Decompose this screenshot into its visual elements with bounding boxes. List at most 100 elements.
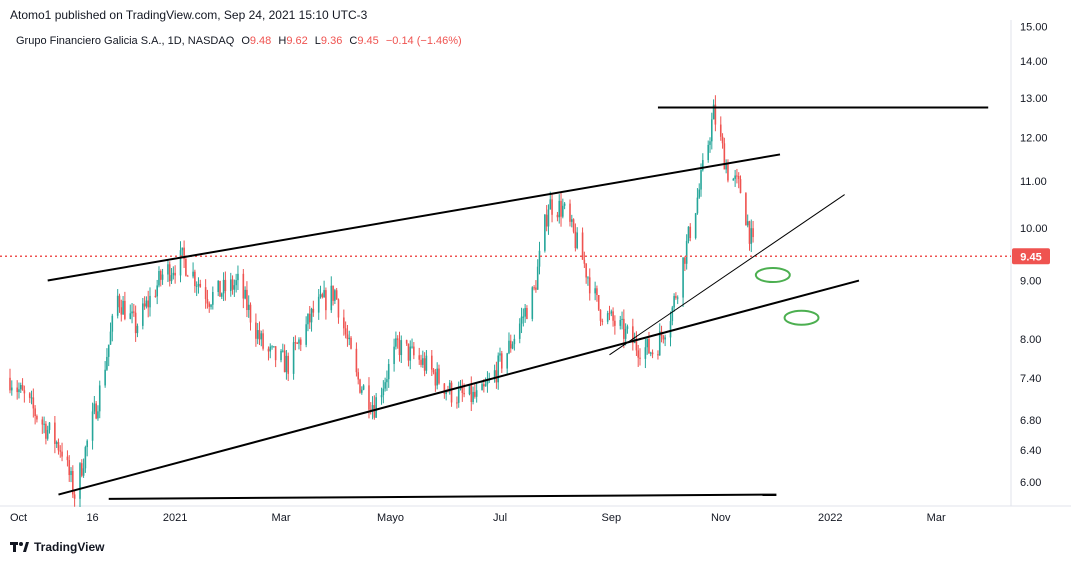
candle-body xyxy=(547,209,550,227)
bottom-horizontal-line[interactable] xyxy=(108,493,777,500)
candle-body xyxy=(183,247,185,259)
candle-body xyxy=(258,330,261,340)
candle-body xyxy=(199,283,202,288)
candle-body xyxy=(70,471,72,476)
ellipse-marker-upper[interactable] xyxy=(754,267,791,284)
candles-group xyxy=(9,95,754,508)
candle-body xyxy=(107,344,110,357)
candle-body xyxy=(395,338,397,347)
candle-body xyxy=(274,346,277,361)
candle-body xyxy=(237,273,239,281)
candle-body xyxy=(624,328,627,339)
candle-body xyxy=(335,290,338,300)
candle-body xyxy=(649,352,652,354)
candle-body xyxy=(61,451,63,457)
y-tick-label: 14.00 xyxy=(1020,56,1048,68)
candle-body xyxy=(558,200,561,218)
candle-body xyxy=(707,144,710,161)
candle-body xyxy=(348,337,351,340)
candle-body xyxy=(357,372,360,380)
candle-body xyxy=(739,179,742,194)
candle-body xyxy=(562,205,564,217)
candle-body xyxy=(556,214,559,218)
candle-body xyxy=(307,313,309,325)
candle-body xyxy=(19,385,22,390)
candle-body xyxy=(746,221,749,226)
ellipses-group[interactable] xyxy=(754,267,820,326)
candle-body xyxy=(229,279,232,292)
candle-body xyxy=(614,320,616,326)
candle-body xyxy=(623,318,625,339)
candle-body xyxy=(621,318,623,320)
candle-body xyxy=(456,402,458,404)
candle-body xyxy=(520,316,523,324)
candle-body xyxy=(599,309,602,321)
candle-body xyxy=(493,370,496,379)
candle-body xyxy=(601,320,604,322)
change-value: −0.14 (−1.46%) xyxy=(385,35,462,47)
candle-body xyxy=(386,379,388,383)
x-tick-label: Mar xyxy=(272,512,291,524)
y-axis-ticks: 15.00 14.00 13.00 12.00 11.00 10.00 9.00 8.00 7.… xyxy=(1020,22,1048,489)
candle-body xyxy=(206,299,209,304)
candle-body xyxy=(560,200,562,217)
candle-body xyxy=(317,296,320,313)
x-tick-label: 2022 xyxy=(818,512,842,524)
candle-body xyxy=(422,358,424,365)
candle-body xyxy=(436,368,438,386)
candle-body xyxy=(45,423,47,439)
candle-body xyxy=(233,285,236,290)
candle-body xyxy=(312,308,315,313)
candle-body xyxy=(698,189,701,198)
candle-body xyxy=(752,228,754,238)
candle-body xyxy=(450,382,453,403)
last-price-badge: 9.45 xyxy=(1012,248,1050,265)
candle-body xyxy=(583,259,586,264)
candle-body xyxy=(445,390,447,395)
x-tick-label: Oct xyxy=(10,512,27,524)
candle-body xyxy=(10,387,13,391)
open-label: O xyxy=(241,35,250,47)
candle-body xyxy=(93,403,96,412)
publish-info: Atomo1 published on TradingView.com, Sep… xyxy=(10,8,368,22)
candle-body xyxy=(131,311,133,314)
candle-body xyxy=(48,422,51,430)
candle-body xyxy=(247,304,250,311)
candle-body xyxy=(734,175,736,179)
ellipse-marker-lower[interactable] xyxy=(783,309,820,326)
candle-body xyxy=(54,422,56,444)
symbol-legend[interactable]: Grupo Financiero Galicia S.A., 1D, NASDA… xyxy=(16,35,462,47)
candle-body xyxy=(727,164,729,181)
candle-body xyxy=(570,219,573,222)
candle-body xyxy=(204,287,207,300)
candle-body xyxy=(156,285,158,297)
candle-body xyxy=(57,442,60,451)
candle-body xyxy=(332,285,334,301)
support-trendline-thin[interactable] xyxy=(609,194,845,356)
candle-body xyxy=(129,313,132,319)
y-tick-label: 10.00 xyxy=(1020,223,1048,235)
candle-body xyxy=(168,264,171,282)
y-tick-label: 11.00 xyxy=(1020,176,1047,188)
candle-body xyxy=(344,328,347,335)
candle-body xyxy=(242,273,245,299)
x-tick-label: Nov xyxy=(711,512,731,524)
candle-body xyxy=(337,299,340,318)
y-tick-label: 6.40 xyxy=(1020,445,1041,457)
drawings-group[interactable] xyxy=(47,106,989,500)
candle-body xyxy=(330,285,333,311)
candle-body xyxy=(409,346,412,361)
channel-lower-line[interactable] xyxy=(58,279,860,496)
candle-body xyxy=(486,380,489,385)
candle-body xyxy=(86,440,88,448)
channel-upper-line[interactable] xyxy=(47,153,781,282)
candle-body xyxy=(80,463,83,476)
candle-body xyxy=(149,295,151,308)
candle-body xyxy=(334,290,336,301)
candle-body xyxy=(186,275,189,277)
candle-body xyxy=(750,228,753,244)
candle-body xyxy=(283,350,286,373)
candle-body xyxy=(574,231,577,249)
candle-body xyxy=(179,250,182,276)
